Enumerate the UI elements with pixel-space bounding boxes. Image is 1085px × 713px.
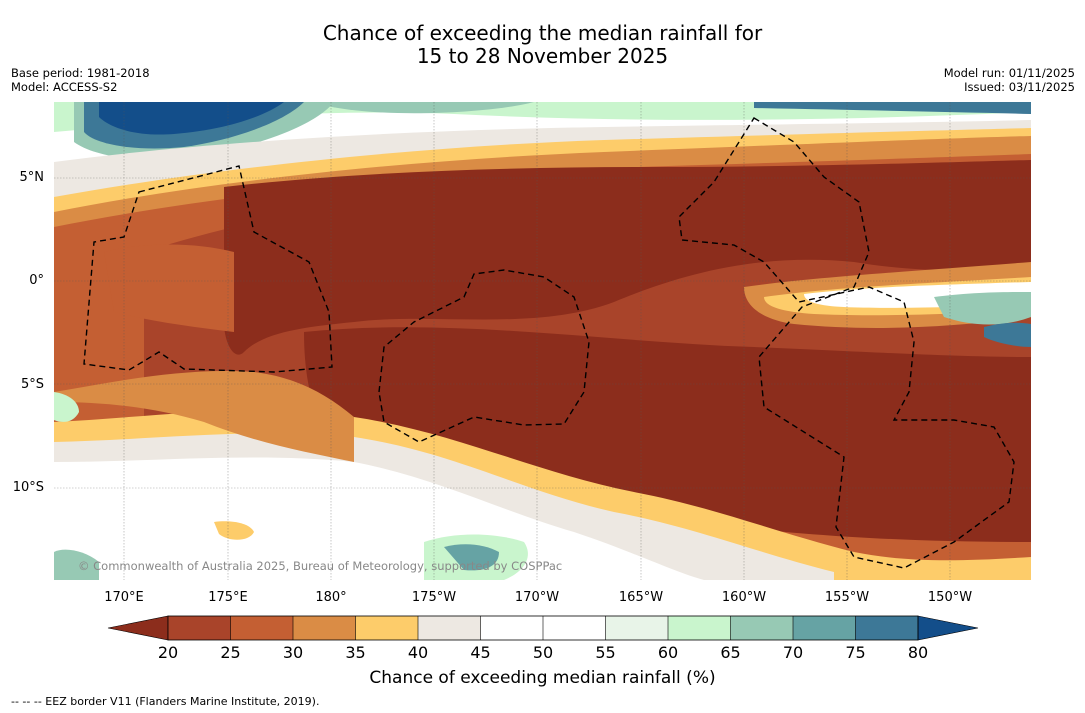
- colorbar-tick-30: 30: [282, 643, 304, 662]
- map-canvas: [54, 102, 1031, 580]
- lat-label-5s: 5°S: [20, 377, 44, 392]
- colorbar-swatch-70-75: [793, 616, 856, 640]
- colorbar: [107, 615, 979, 641]
- copyright-notice: © Commonwealth of Australia 2025, Bureau…: [78, 559, 563, 573]
- colorbar-swatch-25-30: [230, 616, 293, 640]
- colorbar-swatch-35-40: [355, 616, 418, 640]
- base-period: Base period: 1981-2018: [11, 66, 150, 80]
- colorbar-label: Chance of exceeding median rainfall (%): [369, 668, 716, 688]
- colorbar-tick-35: 35: [345, 643, 366, 662]
- lat-label-10s: 10°S: [12, 480, 44, 495]
- colorbar-swatch-20-25: [168, 616, 231, 640]
- colorbar-tick-20: 20: [157, 643, 179, 662]
- model-name: Model: ACCESS-S2: [11, 80, 118, 94]
- colorbar-swatch-45-50: [480, 616, 543, 640]
- colorbar-swatch-55-60: [605, 616, 668, 640]
- lon-label-180: 180°: [315, 590, 347, 605]
- colorbar-swatch-50-55: [543, 616, 606, 640]
- lon-label-160w: 160°W: [721, 590, 767, 605]
- map-title-line1: Chance of exceeding the median rainfall …: [322, 21, 763, 45]
- lon-label-175w: 175°W: [411, 590, 457, 605]
- eez-legend-note: -- -- -- EEZ border V11 (Flanders Marine…: [11, 695, 320, 708]
- lon-label-150w: 150°W: [927, 590, 973, 605]
- colorbar-tick-45: 45: [470, 643, 491, 662]
- colorbar-tick-65: 65: [720, 643, 741, 662]
- colorbar-tick-50: 50: [532, 643, 554, 662]
- eez-borders: [83, 117, 1015, 569]
- lon-label-155w: 155°W: [824, 590, 870, 605]
- rainfall-map: [54, 102, 1031, 580]
- colorbar-swatch-30-35: [293, 616, 356, 640]
- model-run: Model run: 01/11/2025: [943, 66, 1075, 80]
- colorbar-tick-70: 70: [782, 643, 804, 662]
- issued-date: Issued: 03/11/2025: [964, 80, 1075, 94]
- colorbar-max-arrow: [917, 615, 979, 641]
- colorbar-tick-55: 55: [595, 643, 616, 662]
- map-title-line2: 15 to 28 November 2025: [416, 44, 669, 68]
- colorbar-min-arrow: [107, 615, 169, 641]
- colorbar-tick-80: 80: [907, 643, 929, 662]
- lon-label-170w: 170°W: [514, 590, 560, 605]
- colorbar-tick-25: 25: [220, 643, 241, 662]
- lon-label-165w: 165°W: [618, 590, 664, 605]
- colorbar-swatch-75-80: [855, 616, 918, 640]
- lat-label-5n: 5°N: [19, 170, 45, 185]
- colorbar-swatch-65-70: [730, 616, 793, 640]
- colorbar-tick-40: 40: [407, 643, 429, 662]
- lat-label-0: 0°: [29, 273, 44, 288]
- lon-label-170e: 170°E: [104, 590, 144, 605]
- lon-label-175e: 175°E: [208, 590, 248, 605]
- colorbar-tick-60: 60: [657, 643, 679, 662]
- colorbar-tick-75: 75: [845, 643, 866, 662]
- colorbar-swatch-60-65: [668, 616, 731, 640]
- colorbar-swatch-40-45: [418, 616, 481, 640]
